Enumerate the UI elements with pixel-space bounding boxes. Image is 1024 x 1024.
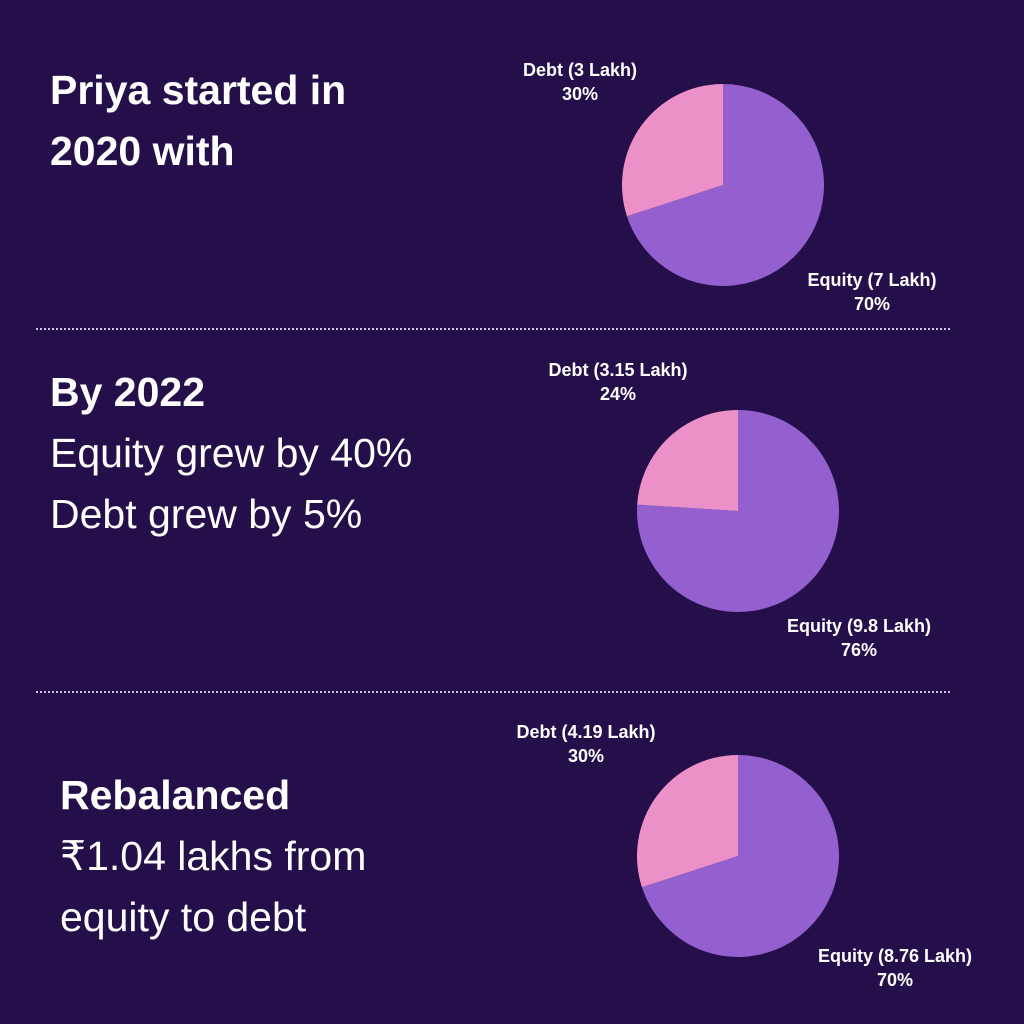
debt-slice [637,410,738,511]
section-2020: Priya started in 2020 with Debt (3 Lakh)… [0,0,1024,330]
equity-amount-label: Equity (8.76 Lakh) [817,946,973,966]
pie-chart-rebalanced [637,755,839,957]
debt-slice [637,755,738,888]
debt-label: Debt (3 Lakh) 30% [523,58,637,106]
equity-slice [626,84,824,286]
section-text: Priya started in 2020 with [50,60,346,182]
equity-amount-label: Equity (7 Lakh) [807,270,937,290]
heading-line: 2020 with [50,128,235,174]
pie-chart-2020 [622,84,824,286]
equity-label: Equity (7 Lakh) 70% [807,268,936,316]
section-rebalanced: Rebalanced ₹1.04 lakhs from equity to de… [0,693,1024,1024]
equity-slice [641,755,839,957]
equity-percent-label: 70% [853,294,891,314]
debt-label: Debt (3.15 Lakh) 24% [548,358,687,406]
debt-percent-label: 30% [561,84,599,104]
debt-percent-label: 24% [599,384,637,404]
debt-slice [622,84,723,217]
equity-percent-label: 76% [840,640,878,660]
section-text: Rebalanced ₹1.04 lakhs from equity to de… [60,765,366,948]
debt-amount-label: Debt (3 Lakh) [522,60,638,80]
divider [36,691,950,693]
body-line: ₹1.04 lakhs from [60,833,367,879]
equity-percent-label: 70% [876,970,914,990]
body-line: Debt grew by 5% [50,491,363,537]
debt-percent-label: 30% [567,746,605,766]
debt-label: Debt (4.19 Lakh) 30% [516,720,655,768]
heading-line: Priya started in [50,67,347,113]
debt-amount-label: Debt (3.15 Lakh) [548,360,688,380]
section-2022: By 2022 Equity grew by 40% Debt grew by … [0,330,1024,692]
heading-line: Rebalanced [60,772,291,818]
equity-amount-label: Equity (9.8 Lakh) [786,616,932,636]
equity-label: Equity (9.8 Lakh) 76% [787,614,931,662]
equity-label: Equity (8.76 Lakh) 70% [818,944,972,992]
section-text: By 2022 Equity grew by 40% Debt grew by … [50,362,412,545]
divider [36,328,950,330]
pie-chart-2022 [637,410,839,612]
debt-amount-label: Debt (4.19 Lakh) [516,722,656,742]
heading-line: By 2022 [50,369,206,415]
body-line: equity to debt [60,894,307,940]
body-line: Equity grew by 40% [50,430,413,476]
